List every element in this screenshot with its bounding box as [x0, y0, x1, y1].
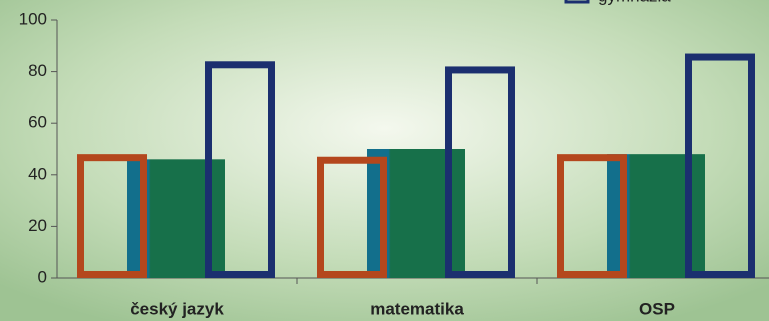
bar	[317, 156, 387, 279]
legend-swatch	[564, 0, 590, 4]
y-tick-label: 100	[19, 9, 47, 28]
bar	[77, 154, 147, 278]
bar	[685, 53, 755, 279]
y-tick-label: 0	[38, 267, 47, 286]
bar	[205, 61, 275, 278]
bar	[445, 66, 515, 278]
legend-label: gymnázia	[598, 0, 671, 5]
x-tick-label: český jazyk	[130, 299, 224, 318]
y-tick-label: 60	[28, 113, 47, 132]
y-tick-label: 80	[28, 61, 47, 80]
x-tick-label: OSP	[639, 299, 675, 318]
y-tick-label: 40	[28, 164, 47, 183]
y-tick-label: 20	[28, 216, 47, 235]
bar	[557, 154, 627, 278]
x-tick-label: matematika	[370, 299, 464, 318]
